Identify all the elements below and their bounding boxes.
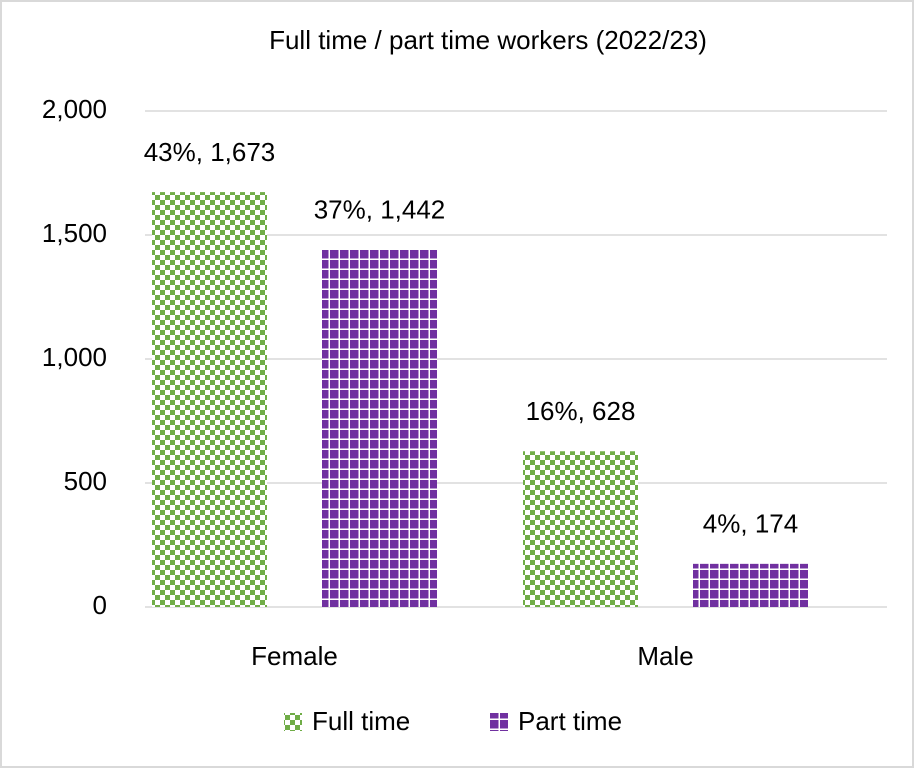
x-tick-label: Female — [251, 641, 338, 671]
bar — [693, 563, 808, 607]
bar — [152, 192, 267, 607]
y-tick-label: 500 — [64, 466, 107, 496]
data-label: 4%, 174 — [703, 509, 798, 539]
y-tick-label: 1,500 — [42, 218, 107, 248]
legend-label: Part time — [518, 706, 622, 736]
legend-swatch — [284, 713, 302, 731]
data-label: 16%, 628 — [526, 396, 636, 426]
x-tick-label: Male — [637, 641, 693, 671]
data-label: 37%, 1,442 — [314, 194, 446, 224]
y-tick-label: 1,000 — [42, 342, 107, 372]
y-tick-label: 0 — [93, 590, 107, 620]
chart-title: Full time / part time workers (2022/23) — [269, 25, 707, 55]
legend-label: Full time — [312, 706, 410, 736]
bar — [322, 249, 437, 607]
bar — [523, 451, 638, 607]
data-label: 43%, 1,673 — [144, 137, 276, 167]
y-tick-label: 2,000 — [42, 94, 107, 124]
legend-swatch — [490, 713, 508, 731]
